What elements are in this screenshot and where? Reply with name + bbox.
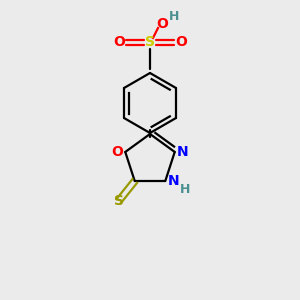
Text: N: N (177, 145, 188, 159)
Text: H: H (180, 182, 190, 196)
Text: O: O (175, 35, 187, 49)
Text: O: O (113, 35, 125, 49)
Text: S: S (145, 35, 155, 49)
Text: O: O (111, 145, 123, 159)
Text: H: H (169, 10, 179, 22)
Text: S: S (114, 194, 124, 208)
Text: O: O (156, 17, 168, 31)
Text: N: N (167, 174, 179, 188)
